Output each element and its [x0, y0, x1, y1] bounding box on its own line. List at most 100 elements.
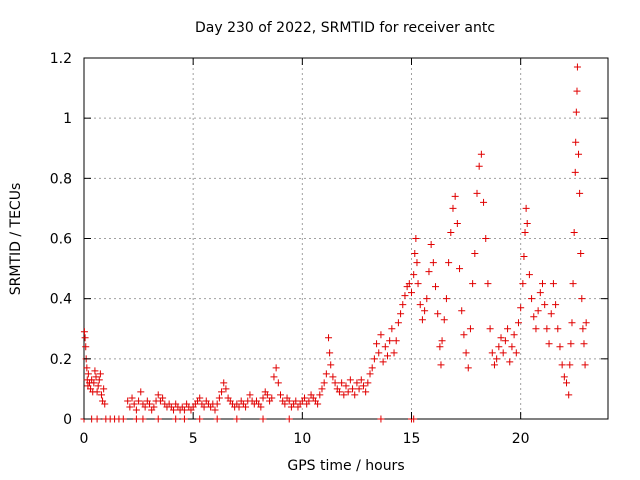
data-point: [364, 379, 372, 387]
data-point: [523, 219, 531, 227]
data-point: [414, 280, 422, 288]
data-point: [93, 415, 101, 423]
data-point: [566, 361, 574, 369]
data-point: [342, 382, 350, 390]
data-point: [274, 379, 282, 387]
data-point: [377, 331, 385, 339]
data-point: [213, 415, 221, 423]
data-point: [218, 388, 226, 396]
data-point: [359, 382, 367, 390]
data-point: [493, 355, 501, 363]
data-point: [95, 376, 103, 384]
data-point: [581, 361, 589, 369]
data-point: [480, 198, 488, 206]
data-point: [135, 397, 143, 405]
data-point: [200, 403, 208, 411]
data-point: [322, 370, 330, 378]
data-point: [94, 382, 102, 390]
data-point: [539, 280, 546, 288]
data-point: [375, 349, 383, 357]
data-point: [484, 280, 492, 288]
data-point: [429, 259, 437, 267]
data-point: [259, 394, 267, 402]
data-point: [438, 337, 446, 345]
data-point: [180, 406, 188, 414]
data-point: [401, 292, 409, 300]
data-point: [373, 340, 381, 348]
data-point: [101, 400, 109, 408]
data-point: [558, 361, 566, 369]
data-point: [349, 385, 357, 393]
data-point: [150, 403, 158, 411]
data-point: [318, 385, 326, 393]
data-point: [90, 379, 98, 387]
data-point: [257, 403, 265, 411]
data-point: [520, 253, 528, 261]
data-point: [410, 271, 418, 279]
data-point: [213, 400, 221, 408]
data-point: [565, 391, 573, 399]
data-point: [495, 343, 503, 351]
data-point: [460, 331, 468, 339]
y-tick-label: 0.4: [50, 292, 72, 308]
x-tick-label: 15: [403, 431, 421, 447]
data-point: [442, 295, 450, 303]
data-point: [92, 373, 100, 381]
data-point: [353, 379, 361, 387]
data-point: [390, 349, 398, 357]
data-point: [573, 87, 581, 95]
data-point: [196, 415, 204, 423]
data-point: [392, 337, 400, 345]
x-axis-label: GPS time / hours: [287, 458, 404, 474]
data-point: [569, 280, 577, 288]
data-point: [464, 364, 472, 372]
data-point: [93, 388, 101, 396]
data-point: [552, 301, 560, 309]
data-point: [386, 337, 394, 345]
data-point: [453, 219, 461, 227]
grid: [84, 58, 608, 419]
x-tick-label: 5: [189, 431, 198, 447]
data-point: [326, 349, 334, 357]
data-point: [456, 265, 464, 273]
data-point: [497, 334, 505, 342]
data-point: [570, 228, 578, 236]
data-point: [370, 355, 378, 363]
data-point: [572, 138, 580, 146]
data-point: [579, 325, 587, 333]
data-point: [154, 391, 162, 399]
data-point: [388, 325, 396, 333]
data-point: [368, 364, 376, 372]
data-point: [159, 394, 167, 402]
data-point: [534, 307, 542, 315]
data-point: [357, 376, 365, 384]
data-point: [499, 349, 507, 357]
data-point: [504, 325, 512, 333]
data-point: [451, 192, 459, 200]
data-point: [263, 391, 271, 399]
data-point: [445, 259, 453, 267]
data-point: [335, 388, 343, 396]
data-point: [139, 415, 147, 423]
data-point: [437, 361, 445, 369]
data-point: [81, 334, 89, 342]
data-point: [215, 394, 223, 402]
data-point: [268, 394, 276, 402]
axis-ticks: 0 0.2 0.4 0.6 0.8 1 1.2 0 5 10 15 20: [50, 51, 608, 447]
data-point: [314, 400, 322, 408]
data-point: [180, 415, 188, 423]
data-point: [196, 394, 204, 402]
data-point: [473, 189, 481, 197]
data-point: [547, 310, 555, 318]
data-point: [411, 250, 419, 258]
data-point: [351, 391, 359, 399]
data-point: [119, 415, 127, 423]
data-point: [377, 415, 385, 423]
data-point: [418, 316, 426, 324]
data-point: [447, 228, 455, 236]
data-point: [567, 340, 575, 348]
data-point: [281, 400, 289, 408]
data-point: [408, 289, 415, 297]
y-axis-label: SRMTID / TECUs: [8, 183, 24, 296]
data-point: [355, 385, 363, 393]
